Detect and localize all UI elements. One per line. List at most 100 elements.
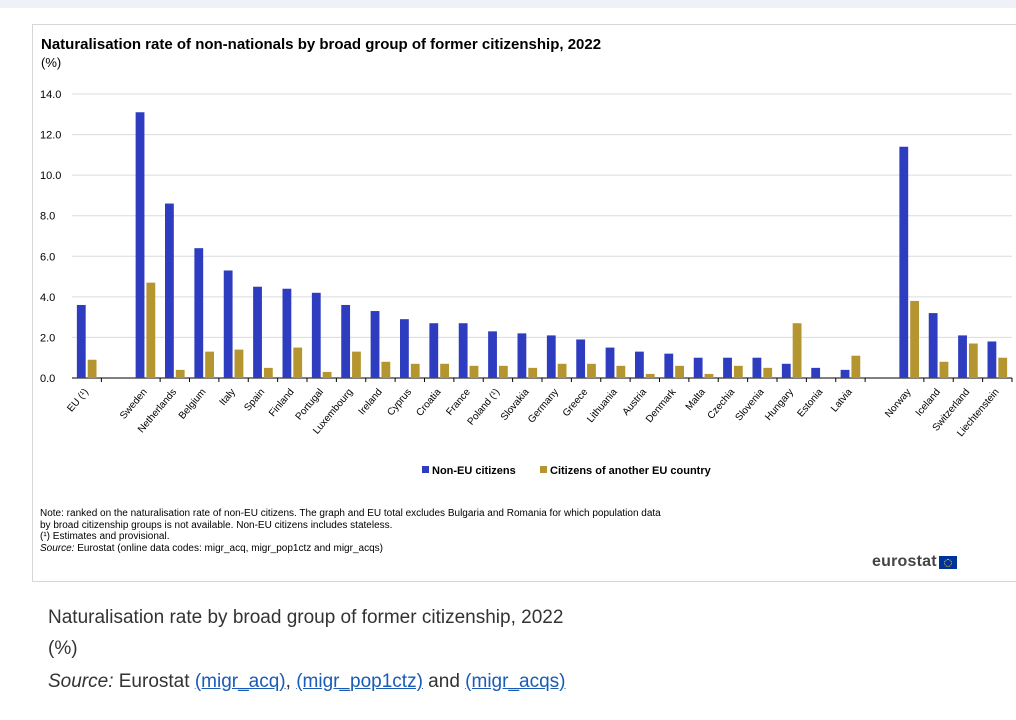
bar	[352, 351, 361, 378]
y-tick-label: 14.0	[40, 89, 61, 101]
x-tick-label: Hungary	[763, 387, 796, 423]
bar	[488, 331, 497, 378]
y-tick-label: 12.0	[40, 130, 61, 142]
y-tick-label: 0.0	[40, 373, 55, 385]
bar	[587, 363, 596, 378]
bar	[958, 335, 967, 378]
source-label: Source:	[40, 542, 75, 554]
bar	[781, 363, 791, 378]
link-migr-pop1ctz[interactable]: (migr_pop1ctz)	[296, 671, 423, 692]
bar	[175, 369, 185, 378]
x-tick-label: Greece	[561, 387, 591, 420]
bar	[311, 292, 321, 378]
logo-text: eurostat	[872, 553, 937, 570]
x-tick-label: Italy	[218, 387, 238, 408]
x-tick-label: Cyprus	[385, 387, 414, 418]
bar	[723, 357, 732, 378]
figure-notes: Note: ranked on the naturalisation rate …	[40, 508, 840, 554]
bar	[234, 349, 244, 378]
source-text: Eurostat (online data codes: migr_acq, m…	[77, 542, 383, 554]
x-tick-label: Slovenia	[734, 387, 767, 424]
bar	[458, 323, 468, 378]
note-line-1: Note: ranked on the naturalisation rate …	[40, 508, 661, 519]
chart-unit: (%)	[41, 55, 62, 70]
note-line-3: (¹) Estimates and provisional.	[40, 531, 170, 542]
bar	[546, 335, 556, 378]
legend-label: Citizens of another EU country	[550, 465, 712, 477]
bar	[410, 363, 420, 378]
bar	[928, 313, 938, 378]
chart-title: Naturalisation rate of non-nationals by …	[41, 36, 602, 53]
link-migr-acq[interactable]: (migr_acq)	[194, 671, 286, 692]
bar	[704, 373, 714, 378]
x-tick-label: EU (¹)	[65, 387, 91, 415]
bar	[693, 357, 703, 378]
x-tick-label: Lithuania	[585, 387, 620, 426]
eurostat-logo: eurostat	[872, 553, 957, 571]
caption-source-prefix: Eurostat	[113, 671, 195, 692]
bar	[851, 355, 861, 378]
bar	[899, 146, 909, 378]
caption-unit: (%)	[48, 638, 78, 659]
x-tick-label: Germany	[526, 387, 561, 426]
bar	[968, 343, 978, 378]
bar	[341, 304, 351, 378]
bar	[763, 367, 773, 378]
bar	[605, 347, 615, 378]
legend-swatch	[422, 466, 429, 473]
bar	[792, 323, 802, 378]
x-tick-label: Denmark	[644, 386, 679, 425]
bar	[293, 347, 303, 378]
bar	[939, 361, 949, 378]
bar	[498, 365, 508, 378]
bar	[910, 300, 919, 378]
bar-chart: 0.02.04.06.08.010.012.014.0EU (¹) SwedenN…	[40, 89, 1013, 477]
bar	[675, 365, 684, 378]
x-tick-label: Ireland	[357, 387, 385, 417]
bar	[370, 311, 380, 378]
bar	[205, 351, 214, 378]
bar	[752, 357, 762, 378]
bar	[87, 359, 97, 378]
x-tick-label: Finland	[267, 387, 297, 419]
bar	[998, 357, 1008, 378]
bar	[253, 286, 262, 378]
link-migr-acqs[interactable]: (migr_acqs)	[465, 671, 566, 692]
x-tick-label: Belgium	[177, 387, 209, 422]
bar	[263, 367, 273, 378]
bar	[811, 367, 821, 378]
y-tick-label: 6.0	[40, 251, 55, 263]
x-tick-label: Norway	[883, 387, 913, 420]
bar	[987, 341, 997, 378]
bar	[664, 353, 674, 378]
bar	[223, 270, 233, 378]
bar	[576, 339, 586, 378]
x-tick-label: Malta	[684, 387, 708, 413]
caption-source-label: Source:	[48, 671, 114, 692]
bar	[840, 369, 850, 378]
bar	[517, 333, 527, 378]
bar	[429, 323, 439, 378]
caption-sep: ,	[285, 671, 297, 692]
caption-and: and	[422, 671, 466, 692]
y-tick-label: 8.0	[40, 211, 55, 223]
top-bar	[0, 0, 1016, 8]
x-tick-label: Estonia	[795, 387, 825, 420]
legend-label: Non-EU citizens	[432, 465, 516, 477]
bar	[146, 282, 156, 378]
bar	[528, 367, 538, 378]
x-tick-label: Austria	[621, 387, 650, 418]
x-tick-label: France	[444, 387, 473, 418]
eu-flag-icon	[938, 555, 957, 569]
bar	[635, 351, 644, 378]
y-tick-label: 2.0	[40, 332, 55, 344]
bar	[469, 365, 479, 378]
figure-source: Source: Eurostat (online data codes: mig…	[40, 543, 840, 555]
bar	[557, 363, 567, 378]
bar	[733, 365, 743, 378]
x-tick-label: Croatia	[414, 387, 443, 419]
bar	[76, 304, 86, 378]
bar	[440, 363, 449, 378]
y-tick-label: 10.0	[40, 170, 61, 182]
figure-caption: Naturalisation rate by broad group of fo…	[48, 602, 565, 700]
